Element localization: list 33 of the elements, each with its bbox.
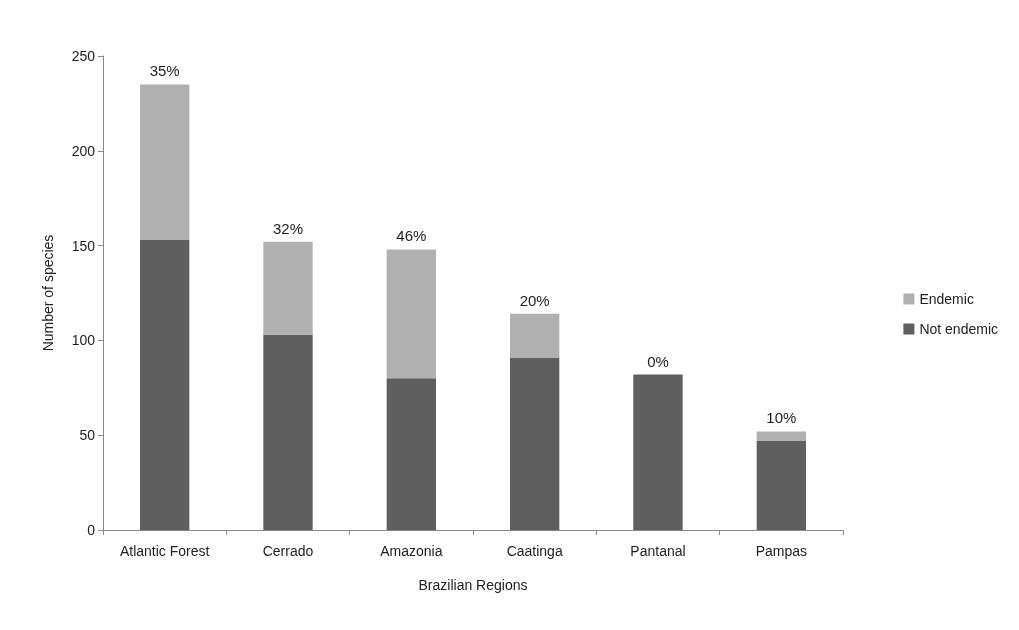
x-tick-label: Atlantic Forest — [119, 543, 210, 559]
y-tick-label: 250 — [71, 48, 96, 64]
bar — [263, 241, 313, 335]
x-tick-label: Caatinga — [506, 543, 563, 559]
x-tick-label: Amazonia — [380, 543, 443, 559]
bar — [386, 378, 436, 530]
y-tick-label: 200 — [71, 142, 96, 159]
bar — [386, 249, 436, 379]
bar — [756, 431, 806, 441]
bar — [633, 374, 683, 530]
x-axis-title: Brazilian Regions — [418, 577, 528, 593]
y-tick-label: 50 — [79, 427, 96, 444]
bar — [510, 313, 560, 358]
bar — [510, 357, 560, 530]
y-tick-label: 0 — [87, 522, 96, 538]
legend-label: Endemic — [919, 291, 974, 307]
annotation: 10% — [766, 409, 797, 427]
bar — [140, 84, 190, 240]
x-tick-label: Pampas — [755, 543, 808, 559]
y-tick-label: 150 — [71, 237, 96, 254]
y-tick-label: 100 — [71, 332, 96, 349]
annotation: 0% — [647, 352, 669, 370]
x-tick-label: Cerrado — [262, 543, 314, 559]
bar — [140, 239, 190, 530]
annotation: 32% — [272, 219, 304, 237]
annotation: 35% — [149, 62, 180, 80]
annotation: 46% — [396, 227, 427, 245]
x-tick-label: Pantanal — [630, 543, 686, 559]
bar — [756, 440, 806, 530]
y-axis-title: Number of species — [40, 234, 56, 352]
annotation: 20% — [519, 291, 550, 309]
legend-label: Not endemic — [919, 321, 998, 337]
bar — [263, 334, 313, 530]
